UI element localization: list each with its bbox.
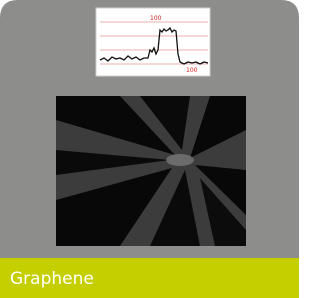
tile: 100 100 Graphene <box>0 0 299 298</box>
graphene-flake <box>166 154 194 166</box>
chart-thumbnail: 100 100 <box>96 8 210 76</box>
tile-label: Graphene <box>10 269 94 289</box>
microscope-image <box>56 96 246 246</box>
thumbnail-annotation: 100 <box>150 15 162 22</box>
page: 100 100 Graphene (() => { const data = J… <box>0 0 320 298</box>
tile-body: 100 100 Graphene <box>0 0 299 298</box>
thumbnail-annotation: 100 <box>186 67 198 74</box>
